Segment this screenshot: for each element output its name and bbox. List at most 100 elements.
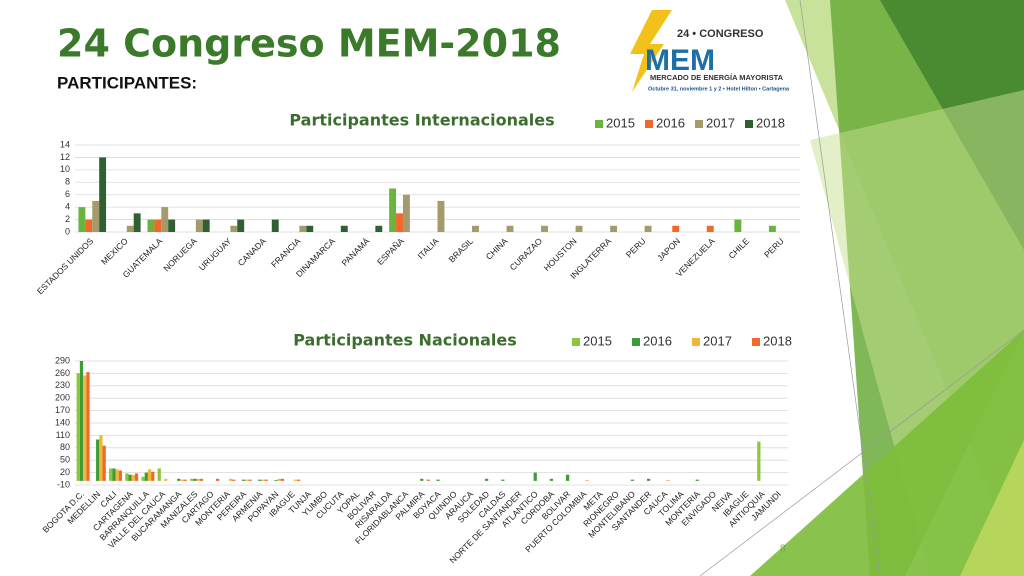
x-tick-label: MEXICO — [99, 236, 130, 267]
bar — [183, 479, 187, 481]
bar — [297, 479, 301, 481]
y-tick-label: 10 — [60, 164, 70, 174]
bar — [195, 219, 203, 232]
bar — [666, 480, 670, 481]
bar — [672, 225, 680, 232]
bar — [757, 441, 761, 481]
bar — [144, 472, 148, 481]
logo: 24 • CONGRESO MEM MERCADO DE ENERGÍA MAY… — [630, 10, 790, 92]
x-tick-label: FRANCIA — [269, 236, 303, 270]
bar — [157, 468, 161, 481]
bar — [768, 225, 776, 232]
bar — [164, 478, 168, 481]
bar — [644, 225, 652, 232]
bar — [630, 479, 635, 481]
bar — [647, 478, 651, 481]
y-tick-label: 4 — [65, 202, 70, 212]
bar — [306, 225, 314, 232]
bar — [261, 479, 265, 481]
x-tick-label: CHILE — [726, 236, 751, 261]
bar — [193, 478, 197, 481]
bar — [228, 478, 233, 481]
bar — [420, 478, 424, 481]
x-tick-label: CURAZAO — [508, 236, 545, 273]
bar — [533, 472, 537, 481]
legend-label: 2015 — [606, 115, 635, 130]
bar — [575, 225, 583, 232]
y-tick-label: 140 — [55, 417, 70, 427]
slide-title: 24 Congreso MEM-2018 — [57, 22, 561, 66]
y-tick-label: 80 — [60, 442, 70, 452]
bar — [133, 213, 141, 232]
bar — [258, 479, 262, 481]
bar — [734, 219, 742, 232]
bar — [501, 479, 505, 481]
y-tick-label: 50 — [60, 455, 70, 465]
bar — [83, 375, 87, 481]
logo-tagline: MERCADO DE ENERGÍA MAYORISTA — [650, 73, 784, 82]
logo-edition: 24 • CONGRESO — [677, 28, 764, 40]
x-tick-label: ITALIA — [416, 236, 441, 261]
bar — [126, 225, 134, 232]
bar — [506, 225, 514, 232]
bar — [180, 479, 184, 481]
bar — [85, 219, 93, 232]
bar — [565, 474, 570, 481]
decoration — [699, 329, 1024, 576]
x-tick-label: ESPAÑA — [375, 236, 406, 267]
bar — [436, 479, 440, 481]
bar — [402, 194, 410, 232]
legend-label: 2015 — [583, 333, 612, 348]
bar — [585, 480, 589, 481]
bar — [230, 225, 238, 232]
slide-subtitle: PARTICIPANTES: — [57, 73, 197, 92]
decoration — [750, 330, 1024, 576]
legend-swatch — [572, 338, 580, 346]
bar — [96, 439, 100, 481]
x-tick-label: BRASIL — [447, 236, 476, 265]
y-tick-label: 2 — [65, 214, 70, 224]
logo-name: MEM — [645, 44, 715, 77]
bar — [115, 469, 119, 481]
bar — [128, 474, 132, 481]
bar — [706, 225, 714, 232]
x-tick-label: JAPON — [655, 236, 682, 263]
bar — [190, 478, 194, 481]
legend-swatch — [752, 338, 760, 346]
legend-label: 2016 — [656, 115, 685, 130]
bar — [271, 219, 279, 232]
bar — [215, 478, 220, 481]
legend-swatch — [645, 120, 653, 128]
bar — [375, 225, 383, 232]
legend-label: 2018 — [756, 115, 785, 130]
bar — [147, 469, 152, 481]
legend-swatch — [595, 120, 603, 128]
y-tick-label: 290 — [55, 355, 70, 365]
bar — [141, 476, 145, 481]
bar — [92, 200, 100, 232]
bar — [472, 225, 479, 232]
bar — [610, 225, 618, 232]
x-tick-label: HOUSTON — [542, 236, 579, 273]
legend-swatch — [692, 338, 700, 346]
bar — [151, 471, 155, 481]
bar — [232, 479, 236, 481]
bar — [112, 468, 116, 481]
bar — [78, 207, 86, 232]
x-tick-label: NORUEGA — [161, 236, 199, 274]
bar — [76, 373, 80, 481]
bar — [99, 157, 107, 232]
bar — [396, 213, 403, 232]
y-tick-label: 20 — [60, 467, 70, 477]
y-tick-label: 110 — [56, 430, 70, 440]
bar — [274, 480, 278, 481]
y-tick-label: 230 — [55, 380, 70, 390]
bar — [264, 479, 268, 481]
bar — [541, 225, 548, 232]
y-tick-label: 200 — [55, 393, 70, 403]
bar — [147, 219, 155, 232]
y-tick-label: 6 — [65, 189, 70, 199]
x-tick-label: ESTADOS UNIDOS — [35, 236, 96, 297]
legend-label: 2017 — [703, 333, 732, 348]
bar — [118, 470, 122, 481]
